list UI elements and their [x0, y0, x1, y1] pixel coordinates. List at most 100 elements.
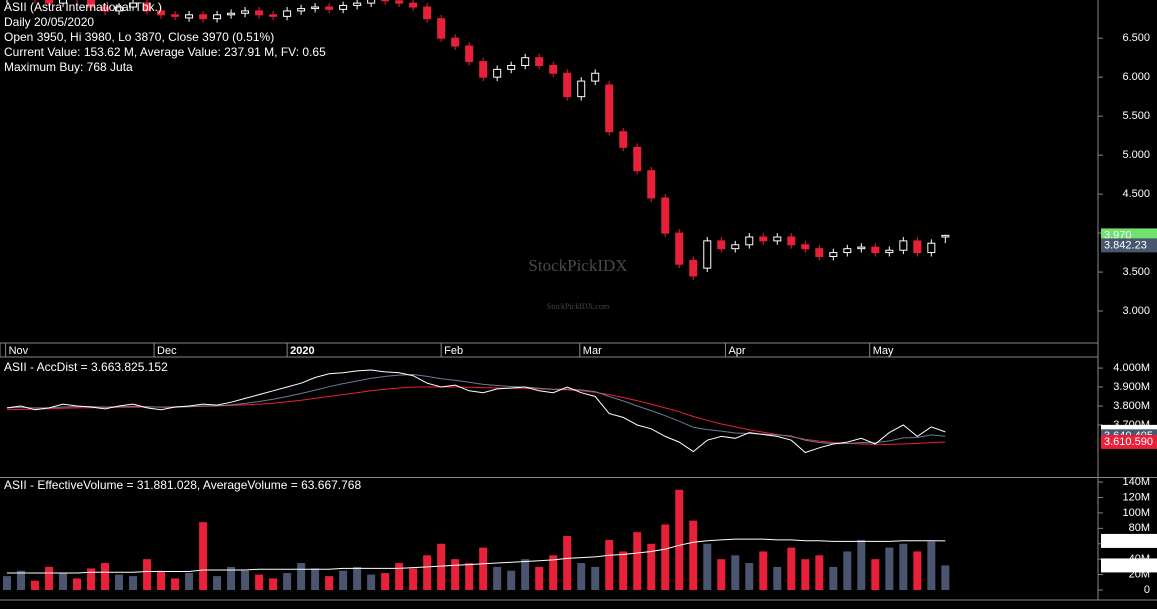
average-volume-line	[7, 538, 946, 574]
x-tick-label: May	[873, 345, 894, 357]
candle-body	[605, 84, 614, 133]
volume-bar	[325, 576, 334, 590]
panel-title: ASII - AccDist = 3.663.825.152	[4, 360, 168, 374]
y-tick-label: 6.000	[1122, 71, 1150, 83]
candle-body	[633, 146, 642, 172]
volume-bar	[759, 551, 768, 590]
volume-bar	[31, 580, 40, 590]
candle-body	[451, 37, 460, 47]
y-tick-label: 3.800M	[1113, 400, 1150, 412]
volume-bar	[87, 568, 96, 590]
y-tick-label: 120M	[1122, 491, 1150, 503]
y-tick-label: 0	[1144, 584, 1150, 596]
volume-bar	[885, 547, 894, 590]
x-tick-label: Apr	[728, 345, 745, 357]
x-tick-label: Dec	[157, 345, 177, 357]
price-tag-label: 31.881.02	[1104, 559, 1153, 571]
candle-body	[339, 4, 348, 10]
volume-bar	[703, 543, 712, 590]
price-tag-label: 3.610.590	[1104, 436, 1153, 448]
header: ASII (Astra International Tbk.) Daily 20…	[4, 0, 361, 492]
volume-bar	[479, 547, 488, 590]
candle-body	[549, 64, 558, 74]
y-tick-label: 4.500	[1122, 188, 1150, 200]
volume-bar	[199, 522, 208, 590]
candle-body	[647, 170, 656, 199]
candle-body	[927, 242, 936, 254]
price-tag-label: 3.970	[1104, 229, 1132, 241]
candle-body	[759, 236, 768, 242]
volume-bar	[451, 559, 460, 590]
candle-body	[885, 249, 894, 254]
candle-body	[857, 246, 866, 250]
x-tick-label: Mar	[583, 345, 602, 357]
volume-bar	[297, 563, 306, 590]
volume-bar	[143, 559, 152, 590]
candle-body	[171, 14, 180, 17]
y-tick-label: 5.000	[1122, 149, 1150, 161]
candle-body	[409, 2, 418, 8]
candle-body	[717, 240, 726, 250]
volume-bar	[493, 566, 502, 590]
price-tag-label: 63.667.76	[1104, 535, 1153, 547]
candle-body	[731, 244, 740, 250]
volume-bar	[423, 555, 432, 590]
candle-body	[871, 246, 880, 254]
lines	[6, 369, 946, 454]
volume-bar	[871, 559, 880, 590]
date-axis	[0, 342, 1099, 358]
accdist-line	[6, 369, 946, 454]
candle-body	[479, 61, 488, 78]
candle-body	[199, 14, 208, 20]
volume-bar	[213, 576, 222, 590]
candle-body	[45, 0, 54, 4]
volume-bar	[717, 559, 726, 590]
candle-body	[101, 6, 110, 12]
candle-body	[787, 236, 796, 246]
y-tick-label: 3.900M	[1113, 381, 1150, 393]
candle-body	[745, 236, 754, 246]
volume-bar	[857, 539, 866, 590]
volume-bar	[157, 570, 166, 590]
volume-bar	[591, 566, 600, 590]
header-text: Current Value: 153.62 M, Average Value: …	[4, 45, 326, 59]
volume-bar	[913, 551, 922, 590]
volume-bar	[255, 574, 264, 590]
candle-body	[563, 72, 572, 98]
y-tick-label: 4.000M	[1113, 362, 1150, 374]
watermark: StockPickIDX	[528, 256, 627, 275]
volume-bar	[269, 578, 278, 590]
candle-body	[297, 8, 306, 12]
candle-body	[325, 6, 334, 10]
x-tick-label: Feb	[444, 345, 463, 357]
candle-body	[129, 2, 138, 8]
volume-bar	[801, 559, 810, 590]
price-tag	[1101, 434, 1157, 449]
y-tick-label: 3.500	[1122, 266, 1150, 278]
volume-bar	[689, 520, 698, 590]
volume-bar	[927, 541, 936, 590]
volume-bar	[829, 566, 838, 590]
volume-bar	[283, 573, 292, 590]
volume-bar	[59, 573, 68, 590]
candle-body	[353, 2, 362, 6]
volume-bar	[619, 551, 628, 590]
plot-layer: NovDec2020FebMarAprMay3.0003.5004.0004.5…	[3, 0, 1157, 596]
header-text: Maximum Buy: 768 Juta	[4, 60, 133, 74]
y-tick-label: 3.000	[1122, 305, 1150, 317]
volume-bar	[339, 570, 348, 590]
volume-bar	[773, 566, 782, 590]
volume-bar	[731, 555, 740, 590]
volume-bar	[577, 563, 586, 590]
candle-body	[815, 248, 824, 257]
y-tick-label: 5.500	[1122, 110, 1150, 122]
candle-body	[395, 0, 404, 4]
candle-body	[213, 14, 222, 20]
candle-body	[773, 236, 782, 242]
volume-bar	[535, 566, 544, 590]
volume-bar	[661, 524, 670, 590]
x-tick-label: Nov	[9, 345, 29, 357]
y-tick-label: 80M	[1129, 522, 1150, 534]
accdist-line	[6, 373, 946, 445]
candle-body	[115, 6, 124, 12]
